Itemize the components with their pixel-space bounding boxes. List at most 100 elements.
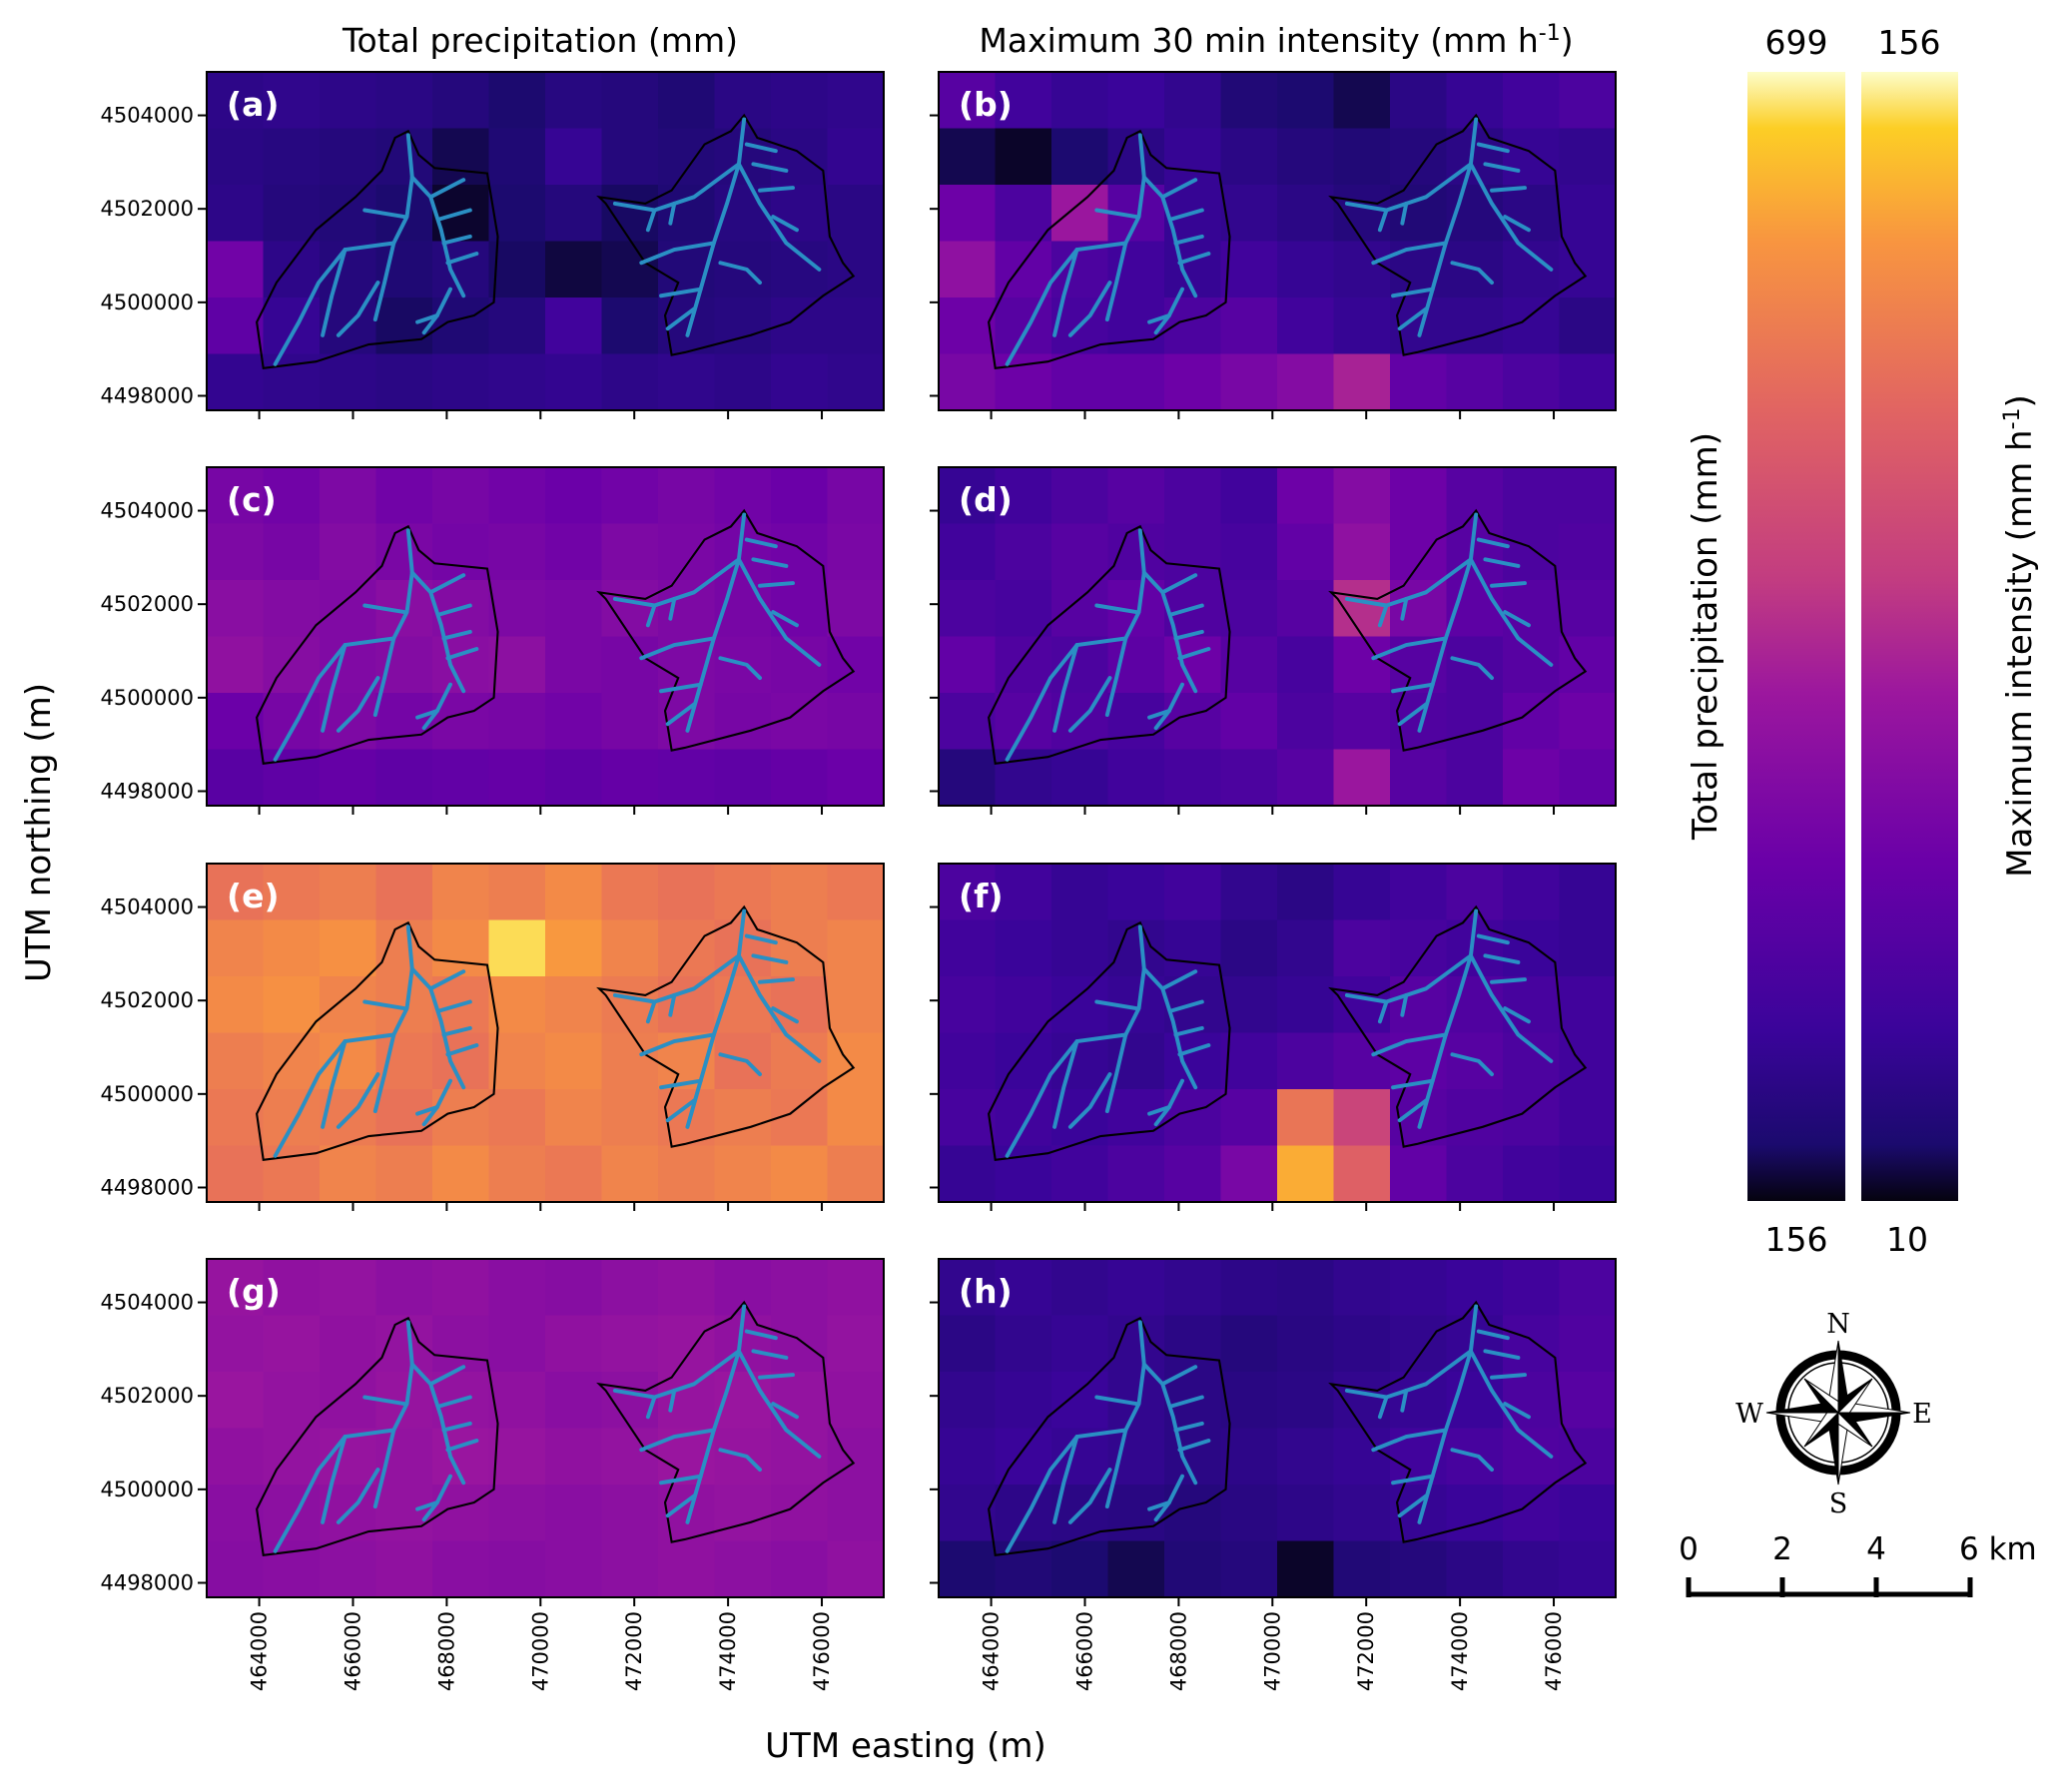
panel-frame [938, 863, 1617, 1203]
heatmap-cell [1559, 523, 1617, 581]
y-tick-label: 4500000 [100, 1478, 194, 1501]
heatmap-cell [771, 1540, 829, 1598]
heatmap-cell [601, 1540, 659, 1598]
heatmap-cell [601, 241, 659, 299]
colorbar-precipitation: 699 156 Total precipitation (mm) [1686, 23, 1845, 1259]
scale-label-6km: 6 km [1959, 1531, 2037, 1567]
heatmap-cell [714, 1089, 772, 1147]
heatmap-cell [827, 580, 885, 638]
heatmap-cell [545, 1315, 603, 1373]
heatmap-cell [545, 1485, 603, 1542]
heatmap-cell [601, 693, 659, 751]
heatmap-cell [1107, 353, 1165, 411]
y-tick-label: 4504000 [100, 104, 194, 128]
heatmap-cell [375, 864, 433, 921]
heatmap-cell [1277, 1485, 1335, 1542]
heatmap-cell [1333, 1032, 1391, 1090]
heatmap-cell [827, 919, 885, 977]
heatmap-cell [1390, 184, 1448, 243]
heatmap-cell [431, 1540, 490, 1598]
heatmap-cell [1333, 1428, 1391, 1486]
heatmap-cell [1220, 693, 1278, 751]
heatmap-cell [1164, 353, 1222, 411]
heatmap-cell [207, 580, 265, 638]
heatmap-cell [375, 693, 433, 751]
heatmap-cell [375, 72, 433, 130]
heatmap-cell [601, 467, 659, 525]
panel-c: (c) 4498000 4500000 4502000 4504000 [100, 466, 885, 815]
heatmap-cell [1277, 1540, 1335, 1598]
heatmap [207, 1259, 885, 1598]
heatmap-cell [207, 1089, 265, 1147]
heatmap-cell [995, 184, 1052, 243]
heatmap-cell [375, 1145, 433, 1203]
panel-label: (h) [959, 1272, 1013, 1311]
heatmap-cell [263, 467, 321, 525]
heatmap-cell [1559, 693, 1617, 751]
heatmap-cell [1277, 976, 1335, 1034]
heatmap-cell [939, 1428, 997, 1486]
heatmap-cell [939, 467, 997, 525]
heatmap-cell [545, 864, 603, 921]
panel-g: (g) 4498000 4500000 4502000 4504000 464000 466… [100, 1258, 885, 1691]
heatmap-cell [1559, 1485, 1617, 1542]
heatmap-cell [545, 184, 603, 243]
heatmap-cell [827, 1315, 885, 1373]
heatmap-cell [995, 353, 1052, 411]
heatmap-cell [1333, 297, 1391, 355]
heatmap-cell [1051, 467, 1109, 525]
heatmap-cell [657, 72, 716, 130]
heatmap-cell [939, 128, 997, 186]
heatmap-cell [1559, 919, 1617, 977]
heatmap-cell [1559, 184, 1617, 243]
heatmap-cell [488, 1372, 546, 1430]
heatmap-cell [545, 523, 603, 581]
panel-e: (e) 4498000 4500000 4502000 4504000 [100, 863, 885, 1211]
heatmap-cell [488, 749, 546, 807]
heatmap [207, 864, 885, 1203]
colorbar-intensity-label: Maximum intensity (mm h-1) [2000, 394, 2040, 878]
heatmap-cell [263, 1485, 321, 1542]
heatmap-cell [1503, 919, 1561, 977]
heatmap-cell [1051, 184, 1109, 243]
heatmap-cell [1390, 128, 1448, 186]
x-tick-label: 470000 [528, 1611, 552, 1691]
heatmap-cell [1277, 1032, 1335, 1090]
heatmap-cell [1107, 636, 1165, 694]
heatmap-cell [207, 1259, 265, 1317]
heatmap-cell [1051, 976, 1109, 1034]
heatmap-cell [207, 1485, 265, 1542]
heatmap-cell [601, 1145, 659, 1203]
panel-label: (c) [227, 480, 277, 519]
heatmap-cell [1333, 749, 1391, 807]
heatmap-cell [939, 580, 997, 638]
y-tick-label: 4502000 [100, 988, 194, 1012]
heatmap-cell [657, 580, 716, 638]
heatmap-cell [657, 523, 716, 581]
heatmap-cell [1277, 1315, 1335, 1373]
x-tick-label: 472000 [1354, 1611, 1378, 1691]
heatmap-cell [939, 184, 997, 243]
heatmap-cell [488, 636, 546, 694]
heatmap-cell [657, 128, 716, 186]
heatmap-cell [545, 1145, 603, 1203]
heatmap-cell [1107, 1032, 1165, 1090]
heatmap-cell [263, 72, 321, 130]
heatmap-cell [1164, 1259, 1222, 1317]
panel-a: (a) 4498000 4500000 4502000 4504000 [100, 71, 885, 419]
x-tick-label: 474000 [1448, 1611, 1472, 1691]
panel-label: (f) [959, 877, 1004, 915]
heatmap-cell [375, 1485, 433, 1542]
heatmap-cell [488, 128, 546, 186]
heatmap-cell [1107, 297, 1165, 355]
panel-label: (e) [227, 877, 280, 915]
heatmap-cell [1277, 72, 1335, 130]
heatmap-cell [771, 919, 829, 977]
heatmap-cell [1390, 1145, 1448, 1203]
heatmap-cell [263, 523, 321, 581]
heatmap-cell [545, 297, 603, 355]
heatmap-cell [939, 919, 997, 977]
colorbar-intensity-max: 156 [1878, 23, 1941, 62]
heatmap-cell [1164, 128, 1222, 186]
heatmap-cell [263, 1540, 321, 1598]
